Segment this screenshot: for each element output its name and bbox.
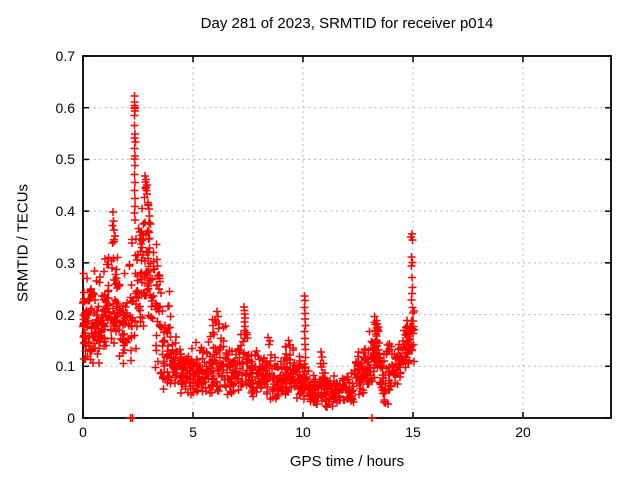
y-tick-label: 0.4 — [55, 203, 75, 220]
x-tick-label: 20 — [515, 424, 531, 440]
chart-title: Day 281 of 2023, SRMTID for receiver p01… — [200, 15, 494, 32]
x-tick-label: 15 — [405, 424, 421, 440]
y-tick-label: 0.7 — [55, 48, 75, 64]
y-tick-label: 0.5 — [55, 151, 75, 168]
scatter-points — [79, 92, 418, 422]
x-tick-label: 10 — [295, 424, 311, 440]
plot-border — [82, 55, 612, 419]
y-tick-label: 0.1 — [55, 358, 75, 375]
y-tick-label: 0 — [67, 410, 75, 426]
y-tick-label: 0.3 — [55, 254, 75, 271]
x-tick-label: 5 — [189, 424, 197, 440]
x-tick-label: 0 — [79, 424, 87, 440]
x-axis-label: GPS time / hours — [289, 453, 405, 470]
y-tick-label: 0.2 — [55, 306, 75, 323]
y-tick-label: 0.6 — [55, 99, 75, 116]
